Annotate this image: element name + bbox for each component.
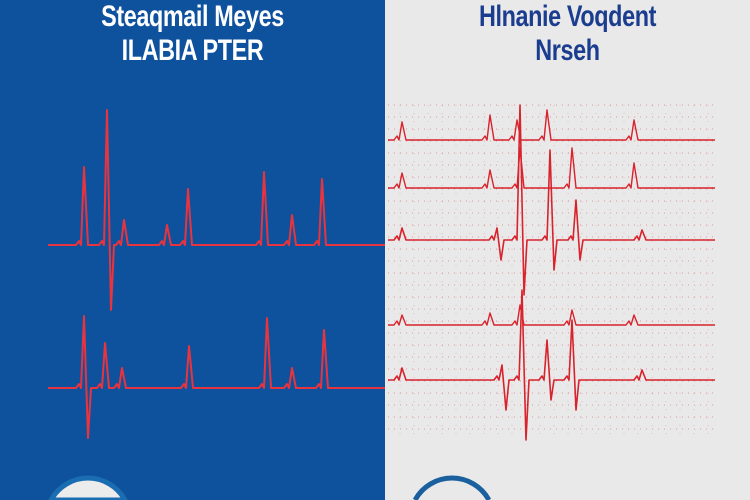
right-ecg-trace-1 <box>388 109 715 141</box>
left-circle-badge <box>48 475 128 500</box>
left-title: Steaqmail Meyes ILABIA PTER <box>42 0 342 68</box>
left-ecg-trace-upper <box>48 109 385 311</box>
left-title-line1: Steaqmail Meyes <box>101 0 284 33</box>
right-title: Hlnanie Voqdent Nrseh <box>425 0 710 68</box>
left-panel <box>0 0 385 500</box>
right-panel <box>385 0 750 500</box>
left-title-line2: ILABIA PTER <box>121 34 264 67</box>
right-title-line2: Nrseh <box>535 34 600 67</box>
ecg-grid <box>388 104 715 440</box>
left-ecg-trace-lower <box>48 315 385 439</box>
right-title-line1: Hlnanie Voqdent <box>478 0 657 33</box>
right-circle-badge <box>412 475 492 500</box>
right-ecg-trace-4 <box>388 304 715 326</box>
ecg-traces <box>48 104 715 441</box>
right-ecg-trace-3 <box>388 104 715 296</box>
right-ecg-trace-5 <box>388 289 715 441</box>
